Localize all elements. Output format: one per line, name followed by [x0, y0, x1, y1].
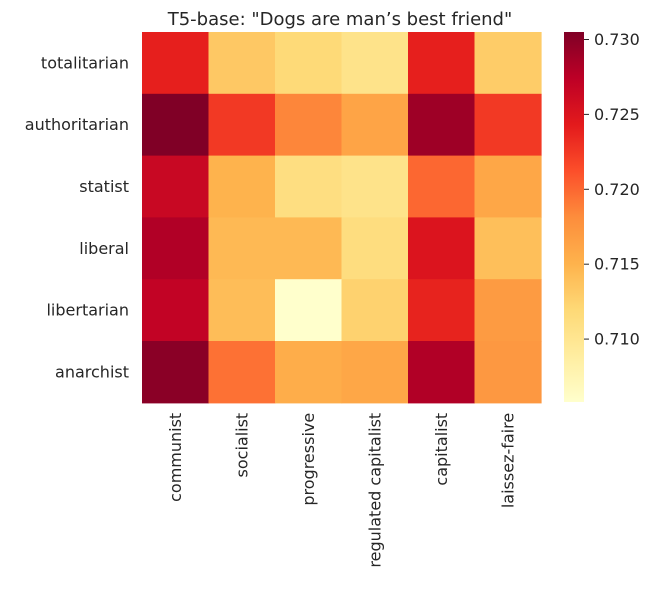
x-tick-label: capitalist — [432, 413, 451, 486]
heatmap-cell-totalitarian-socialist — [208, 32, 276, 95]
heatmap-cell-liberal-progressive — [275, 217, 343, 280]
heatmap-cell-authoritarian-socialist — [208, 93, 276, 157]
heatmap-cell-anarchist-communist — [142, 341, 210, 404]
colorbar-tick-label: 0.725 — [594, 105, 640, 124]
heatmap-cell-authoritarian-capitalist — [408, 93, 476, 157]
y-tick-label: authoritarian — [25, 115, 129, 134]
heatmap-cell-libertarian-laissez-faire — [474, 279, 542, 342]
x-tick-label: laissez-faire — [498, 413, 517, 508]
colorbar-gradient — [564, 32, 584, 402]
y-tick-label: statist — [79, 177, 129, 196]
heatmap-cell-authoritarian-progressive — [275, 93, 343, 157]
heatmap-cell-anarchist-laissez-faire — [474, 341, 542, 404]
heatmap-cell-totalitarian-capitalist — [408, 32, 476, 95]
heatmap-cell-liberal-laissez-faire — [474, 217, 542, 280]
y-tick-label: liberal — [79, 239, 129, 258]
colorbar: 0.710 0.715 0.720 0.725 0.730 — [564, 30, 640, 402]
y-tick-label: anarchist — [55, 362, 129, 381]
chart-title: T5-base: "Dogs are man’s best friend" — [167, 9, 513, 30]
colorbar-tick-label: 0.730 — [594, 30, 640, 49]
heatmap-cell-anarchist-capitalist — [408, 341, 476, 404]
heatmap-cell-statist-laissez-faire — [474, 155, 542, 218]
x-tick-label: regulated capitalist — [365, 413, 384, 568]
heatmap-cell-totalitarian-regulated-capitalist — [341, 32, 409, 95]
heatmap-cell-authoritarian-communist — [142, 93, 210, 157]
heatmap-cell-libertarian-communist — [142, 279, 210, 342]
heatmap-cell-statist-communist — [142, 155, 210, 218]
heatmap-cell-totalitarian-progressive — [275, 32, 343, 95]
y-tick-label: totalitarian — [41, 53, 129, 72]
x-tick-label: socialist — [232, 413, 251, 478]
x-tick-label: communist — [166, 413, 185, 502]
heatmap-cell-liberal-regulated-capitalist — [341, 217, 409, 280]
heatmap-cell-totalitarian-laissez-faire — [474, 32, 542, 95]
heatmap-cell-anarchist-progressive — [275, 341, 343, 404]
x-tick-label: progressive — [299, 413, 318, 506]
colorbar-tick-label: 0.720 — [594, 180, 640, 199]
y-axis-ticks: totalitarian authoritarian statist liberal l… — [25, 53, 129, 381]
heatmap-cell-liberal-capitalist — [408, 217, 476, 280]
x-axis-ticks: communist socialist progressive regulated c… — [166, 413, 518, 568]
heatmap-cell-statist-regulated-capitalist — [341, 155, 409, 218]
colorbar-tick-label: 0.715 — [594, 255, 640, 274]
heatmap-cell-libertarian-capitalist — [408, 279, 476, 342]
heatmap-cell-totalitarian-communist — [142, 32, 210, 95]
heatmap-cell-libertarian-progressive — [275, 279, 343, 342]
heatmap-cell-libertarian-regulated-capitalist — [341, 279, 409, 342]
colorbar-tick-label: 0.710 — [594, 330, 640, 349]
heatmap-cell-anarchist-socialist — [208, 341, 276, 404]
heatmap-cells — [142, 32, 542, 404]
heatmap-cell-liberal-socialist — [208, 217, 276, 280]
heatmap-cell-liberal-communist — [142, 217, 210, 280]
heatmap-cell-libertarian-socialist — [208, 279, 276, 342]
y-tick-label: libertarian — [46, 301, 129, 320]
heatmap-cell-anarchist-regulated-capitalist — [341, 341, 409, 404]
heatmap-cell-authoritarian-laissez-faire — [474, 93, 542, 157]
heatmap-cell-statist-socialist — [208, 155, 276, 218]
heatmap-cell-authoritarian-regulated-capitalist — [341, 93, 409, 157]
heatmap-cell-statist-capitalist — [408, 155, 476, 218]
heatmap-cell-statist-progressive — [275, 155, 343, 218]
